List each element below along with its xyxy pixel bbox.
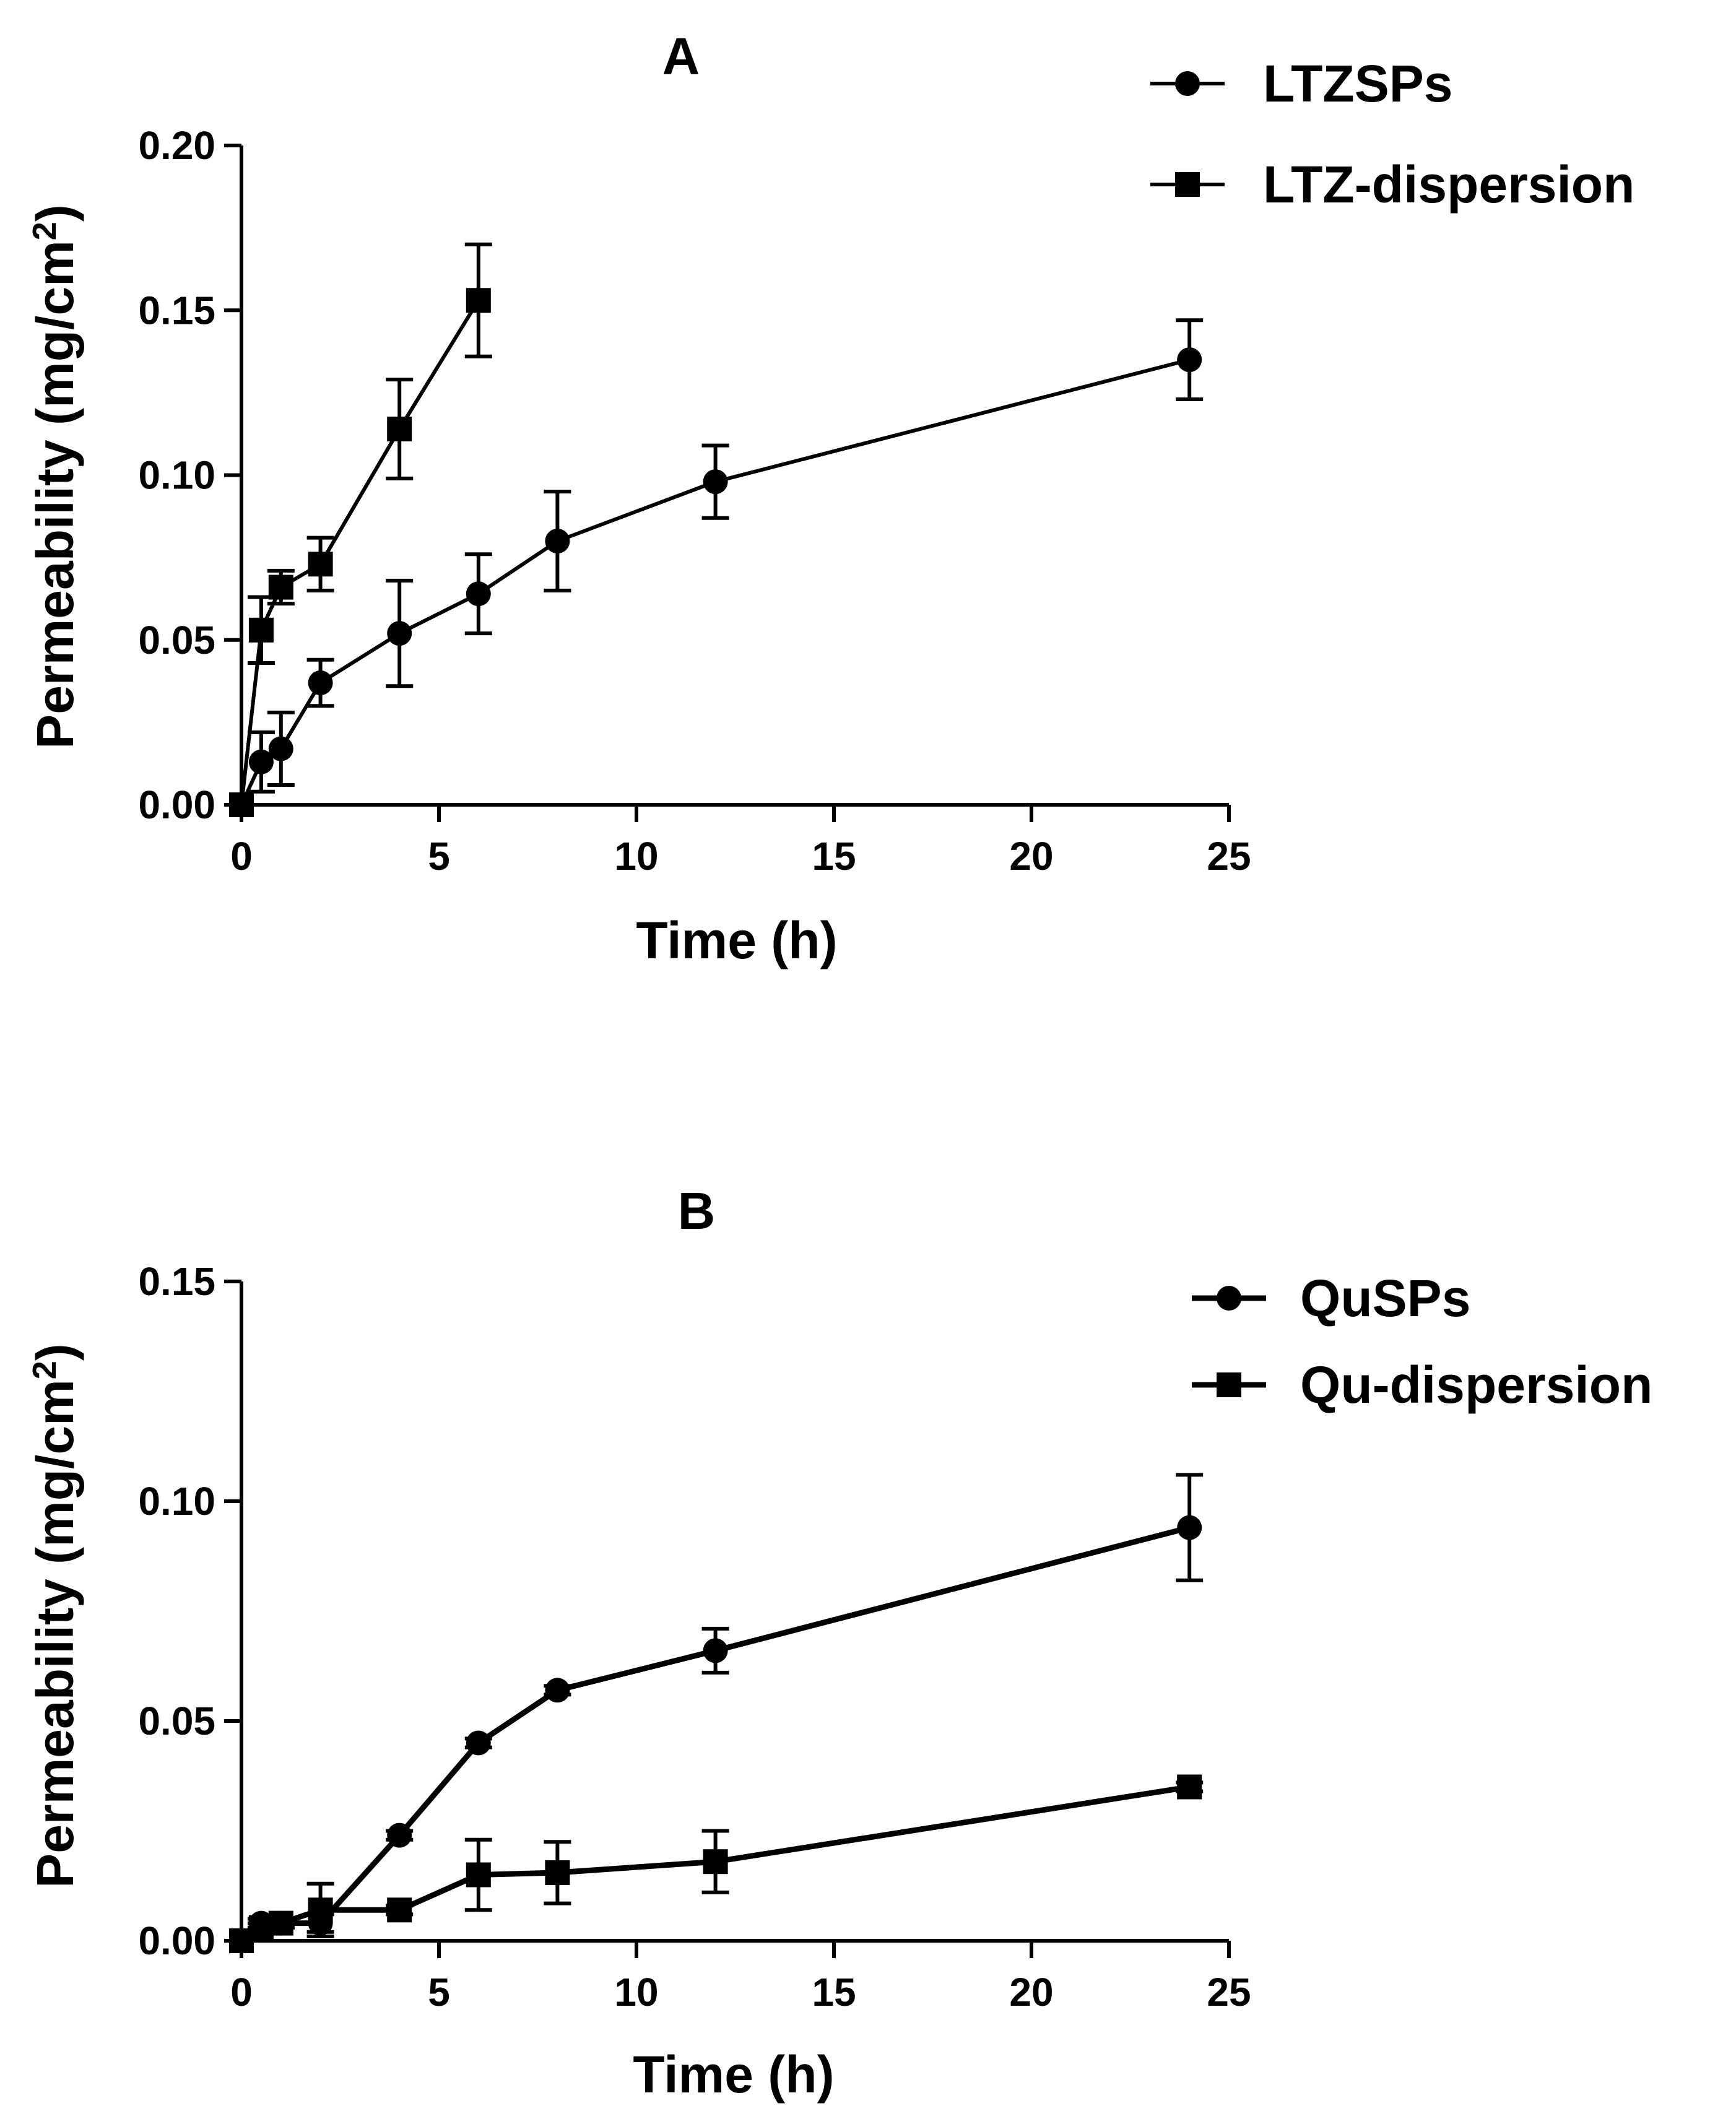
panel-b-point-qu-dispersion — [268, 1910, 293, 1936]
panel-a-title: A — [662, 27, 700, 85]
panel-b: B QuSPs Qu-dispersion Permeability (mg/c… — [26, 1182, 1652, 2104]
panel-a-point-ltz-dispersion — [248, 617, 274, 643]
panel-a-legend-marker-ltzsps — [1175, 71, 1200, 96]
panel-b-point-qu-dispersion — [466, 1862, 491, 1888]
panel-b-y-tick-label: 0.05 — [138, 1699, 215, 1743]
panel-b-point-qusps — [545, 1678, 570, 1703]
panel-a-point-ltzsps — [1177, 347, 1202, 373]
panel-b-y-axis-label-main: Permeability (mg/cm — [26, 1379, 84, 1888]
panel-a-plot: 0.00 0.05 0.10 0.15 0.20 0 5 10 15 20 25 — [138, 123, 1251, 878]
panel-b-y-axis-label-sup: 2 — [26, 1361, 63, 1379]
panel-a-x-tick-label: 5 — [428, 834, 450, 878]
panel-a-point-ltzsps — [248, 749, 274, 774]
panel-b-plot: 0.00 0.05 0.10 0.15 0 5 10 15 20 25 — [138, 1259, 1251, 2014]
panel-a-y-tick-label: 0.10 — [138, 453, 215, 498]
panel-a-y-axis-label-close: ) — [26, 204, 84, 222]
panel-a-y-axis-label-sup: 2 — [26, 222, 63, 240]
panel-a-point-ltz-dispersion — [387, 416, 412, 441]
panel-a-point-ltz-dispersion — [466, 288, 491, 313]
panel-b-y-tick-label: 0.15 — [138, 1259, 215, 1304]
panel-b-legend: QuSPs Qu-dispersion — [1192, 1269, 1652, 1414]
panel-b-point-qu-dispersion — [703, 1849, 728, 1875]
panel-b-point-qusps — [466, 1730, 491, 1756]
panel-b-x-tick-label: 25 — [1207, 1970, 1251, 2014]
panel-a-point-ltzsps — [545, 529, 570, 553]
panel-a-y-axis-label-main: Permeability (mg/cm — [26, 240, 84, 749]
panel-a-legend-marker-ltz-dispersion — [1175, 172, 1200, 197]
panel-a-x-tick-label: 25 — [1207, 834, 1251, 878]
panel-b-y-tick-label: 0.00 — [138, 1918, 215, 1963]
panel-a-point-ltzsps — [703, 469, 728, 495]
panel-a-y-tick-label: 0.05 — [138, 618, 215, 662]
panel-a-point-ltzsps — [268, 736, 293, 761]
panel-b-title: B — [678, 1182, 716, 1240]
panel-a-point-ltz-dispersion — [229, 792, 254, 817]
panel-a-legend: LTZSPs LTZ-dispersion — [1150, 54, 1634, 214]
panel-b-point-qu-dispersion — [387, 1897, 412, 1923]
panel-b-point-qusps — [703, 1638, 728, 1663]
panel-b-point-qu-dispersion — [1177, 1774, 1202, 1800]
panel-b-y-axis-label: Permeability (mg/cm2) — [26, 1343, 84, 1888]
panel-b-x-tick-label: 15 — [812, 1970, 856, 2014]
panel-b-x-tick-label: 0 — [230, 1970, 253, 2014]
panel-b-y-axis-label-close: ) — [26, 1343, 84, 1361]
panel-a-x-tick-label: 0 — [230, 834, 253, 878]
panel-b-y-tick-label: 0.10 — [138, 1479, 215, 1524]
panel-b-legend-marker-qu-dispersion — [1217, 1372, 1241, 1397]
panel-b-legend-label-qusps: QuSPs — [1300, 1269, 1470, 1327]
panel-b-legend-marker-qusps — [1217, 1286, 1241, 1311]
panel-b-point-qu-dispersion — [545, 1860, 570, 1885]
panel-a-point-ltz-dispersion — [268, 574, 293, 600]
panel-b-point-qusps — [387, 1823, 412, 1848]
panel-a-y-axis-label: Permeability (mg/cm2) — [26, 204, 84, 749]
panel-a-legend-label-ltz-dispersion: LTZ-dispersion — [1263, 155, 1634, 214]
panel-a-x-tick-label: 10 — [614, 834, 658, 878]
panel-b-legend-label-qu-dispersion: Qu-dispersion — [1300, 1356, 1652, 1414]
panel-a-y-tick-label: 0.20 — [138, 123, 215, 168]
panel-a: A LTZSPs LTZ-dispersion Permeability (mg… — [26, 27, 1634, 969]
panel-a-point-ltzsps — [387, 621, 412, 646]
panel-a-x-tick-label: 15 — [812, 834, 856, 878]
panel-a-legend-label-ltzsps: LTZSPs — [1263, 54, 1452, 113]
panel-a-point-ltz-dispersion — [308, 552, 333, 577]
panel-b-point-qusps — [1177, 1515, 1202, 1540]
panel-b-point-qu-dispersion — [308, 1897, 333, 1923]
panel-a-y-tick-label: 0.00 — [138, 782, 215, 827]
panel-b-x-tick-label: 10 — [614, 1970, 658, 2014]
panel-b-x-tick-label: 20 — [1009, 1970, 1053, 2014]
panel-b-x-axis-label: Time (h) — [633, 2045, 834, 2104]
panel-a-y-tick-label: 0.15 — [138, 288, 215, 332]
panel-a-series-line-ltz-dispersion — [240, 299, 480, 805]
panel-a-point-ltzsps — [466, 581, 491, 607]
panel-b-x-tick-label: 5 — [428, 1970, 450, 2014]
panel-a-point-ltzsps — [308, 670, 333, 695]
panel-a-x-tick-label: 20 — [1009, 834, 1053, 878]
panel-a-x-axis-label: Time (h) — [636, 911, 837, 969]
